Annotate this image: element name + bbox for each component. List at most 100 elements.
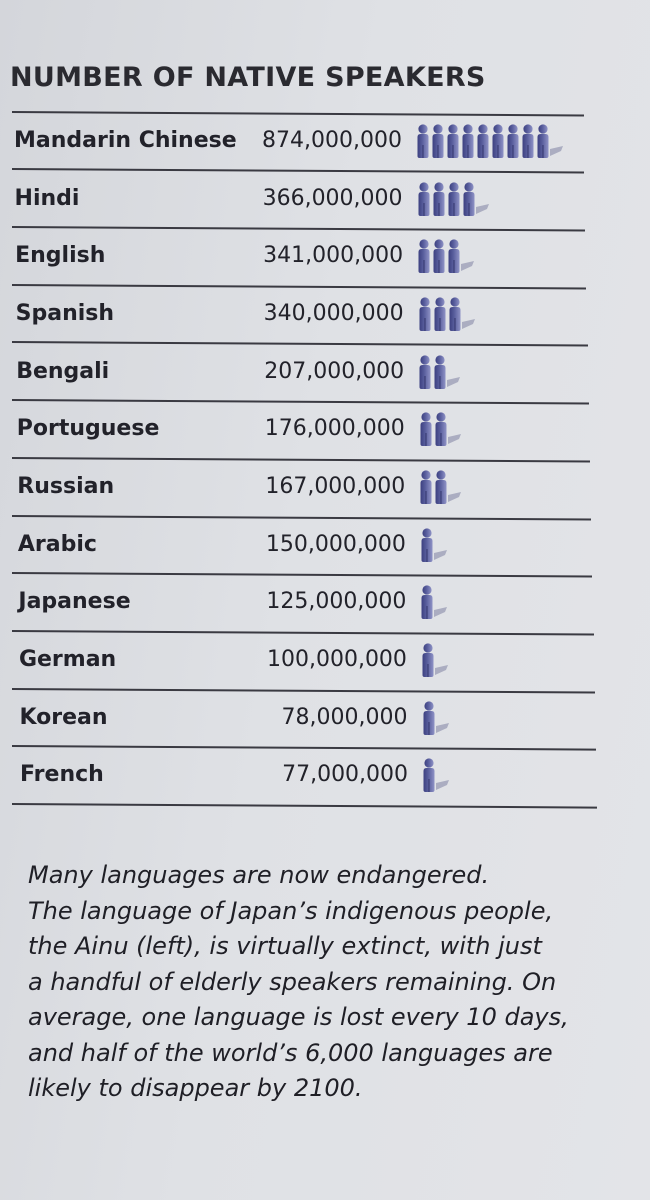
row-divider	[11, 687, 595, 693]
person-icon	[434, 297, 446, 331]
person-icon	[423, 758, 435, 793]
row-divider	[11, 514, 592, 520]
row-divider	[11, 629, 594, 635]
language-label: German	[18, 646, 117, 672]
person-icons	[421, 527, 447, 562]
icon-shadow	[447, 376, 461, 387]
person-icon	[432, 124, 444, 158]
row-divider	[11, 226, 586, 232]
caption-line: a handful of elderly speakers remaining.…	[28, 967, 557, 996]
speaker-count: 176,000,000	[264, 416, 405, 442]
language-label: Hindi	[14, 185, 80, 211]
person-icon	[447, 124, 459, 158]
person-icons	[418, 182, 489, 216]
icon-shadow	[433, 549, 447, 560]
person-icons	[422, 643, 448, 677]
caption-line: and half of the world’s 6,000 languages …	[28, 1038, 553, 1067]
person-icon	[417, 124, 429, 158]
person-icons	[419, 297, 475, 331]
person-icon	[435, 412, 447, 447]
speaker-count: 150,000,000	[265, 531, 406, 557]
icon-shadow	[436, 780, 450, 791]
language-label: Bengali	[16, 358, 110, 384]
person-icon	[462, 124, 474, 158]
caption-paragraph: Many languages are now endangered. The la…	[28, 858, 628, 1107]
person-icon	[418, 239, 430, 274]
row-divider	[11, 572, 593, 578]
person-icon	[419, 297, 431, 331]
icon-shadow	[461, 261, 475, 272]
person-icon	[422, 643, 434, 677]
row-divider	[11, 745, 596, 751]
speakers-table: Mandarin Chinese 874,000,000 Hindi 366,000,…	[11, 111, 598, 809]
language-label: Spanish	[15, 300, 115, 326]
person-icons	[423, 700, 449, 735]
speaker-count: 366,000,000	[262, 185, 403, 211]
icon-shadow	[434, 664, 448, 675]
speaker-count: 874,000,000	[262, 128, 402, 153]
language-label: Portuguese	[16, 416, 160, 442]
speaker-count: 341,000,000	[263, 243, 404, 269]
person-icons	[417, 124, 563, 158]
speaker-count: 167,000,000	[265, 473, 406, 499]
icon-shadow	[550, 146, 563, 156]
language-label: Russian	[17, 473, 115, 499]
language-label: Korean	[19, 704, 108, 730]
person-icons	[418, 239, 475, 274]
person-icon	[434, 354, 446, 389]
person-icons	[423, 758, 450, 793]
person-icon	[507, 124, 519, 158]
person-icon	[433, 239, 445, 274]
caption-line: likely to disappear by 2100.	[28, 1074, 363, 1102]
person-icon	[537, 124, 549, 158]
row-divider	[11, 341, 588, 347]
speaker-count: 207,000,000	[264, 358, 405, 384]
person-icon	[419, 354, 431, 389]
person-icons	[421, 585, 448, 620]
person-icons	[420, 470, 462, 504]
speaker-count: 125,000,000	[266, 589, 407, 615]
person-icon	[492, 124, 504, 158]
icon-shadow	[435, 722, 449, 733]
language-label: Mandarin Chinese	[14, 128, 237, 153]
person-icons	[420, 412, 461, 447]
language-label: English	[15, 243, 106, 269]
caption-line: the Ainu (left), is virtually extinct, w…	[28, 932, 542, 960]
person-icon	[449, 297, 461, 331]
row-divider	[11, 168, 584, 174]
person-icon	[423, 700, 434, 735]
person-icon	[448, 182, 460, 216]
speaker-count: 340,000,000	[263, 300, 404, 326]
table-top-rule	[11, 111, 584, 116]
row-divider	[11, 399, 589, 405]
language-label: Japanese	[18, 589, 131, 615]
person-icon	[418, 182, 430, 216]
speaker-count: 100,000,000	[266, 646, 407, 672]
person-icon	[463, 182, 475, 216]
icon-shadow	[447, 434, 461, 445]
person-icon	[421, 585, 433, 620]
person-icon	[477, 124, 489, 158]
caption-line: Many languages are now endangered.	[28, 861, 490, 889]
speaker-count: 78,000,000	[281, 704, 408, 730]
row-divider	[11, 283, 587, 289]
person-icon	[522, 124, 534, 158]
caption-line: The language of Japan’s indigenous peopl…	[28, 896, 554, 925]
icon-shadow	[475, 203, 489, 214]
speaker-count: 77,000,000	[282, 762, 409, 788]
person-icon	[433, 182, 445, 216]
person-icon	[448, 239, 460, 274]
row-divider	[11, 803, 598, 809]
person-icon	[435, 470, 447, 504]
icon-shadow	[434, 607, 448, 618]
chart-title: NUMBER OF NATIVE SPEAKERS	[10, 62, 486, 93]
language-label: Arabic	[17, 531, 97, 557]
person-icon	[420, 412, 432, 447]
language-label: French	[20, 762, 104, 788]
icon-shadow	[448, 491, 462, 502]
icon-shadow	[461, 318, 475, 329]
person-icons	[419, 354, 461, 389]
person-icon	[421, 527, 433, 562]
row-divider	[11, 456, 590, 462]
